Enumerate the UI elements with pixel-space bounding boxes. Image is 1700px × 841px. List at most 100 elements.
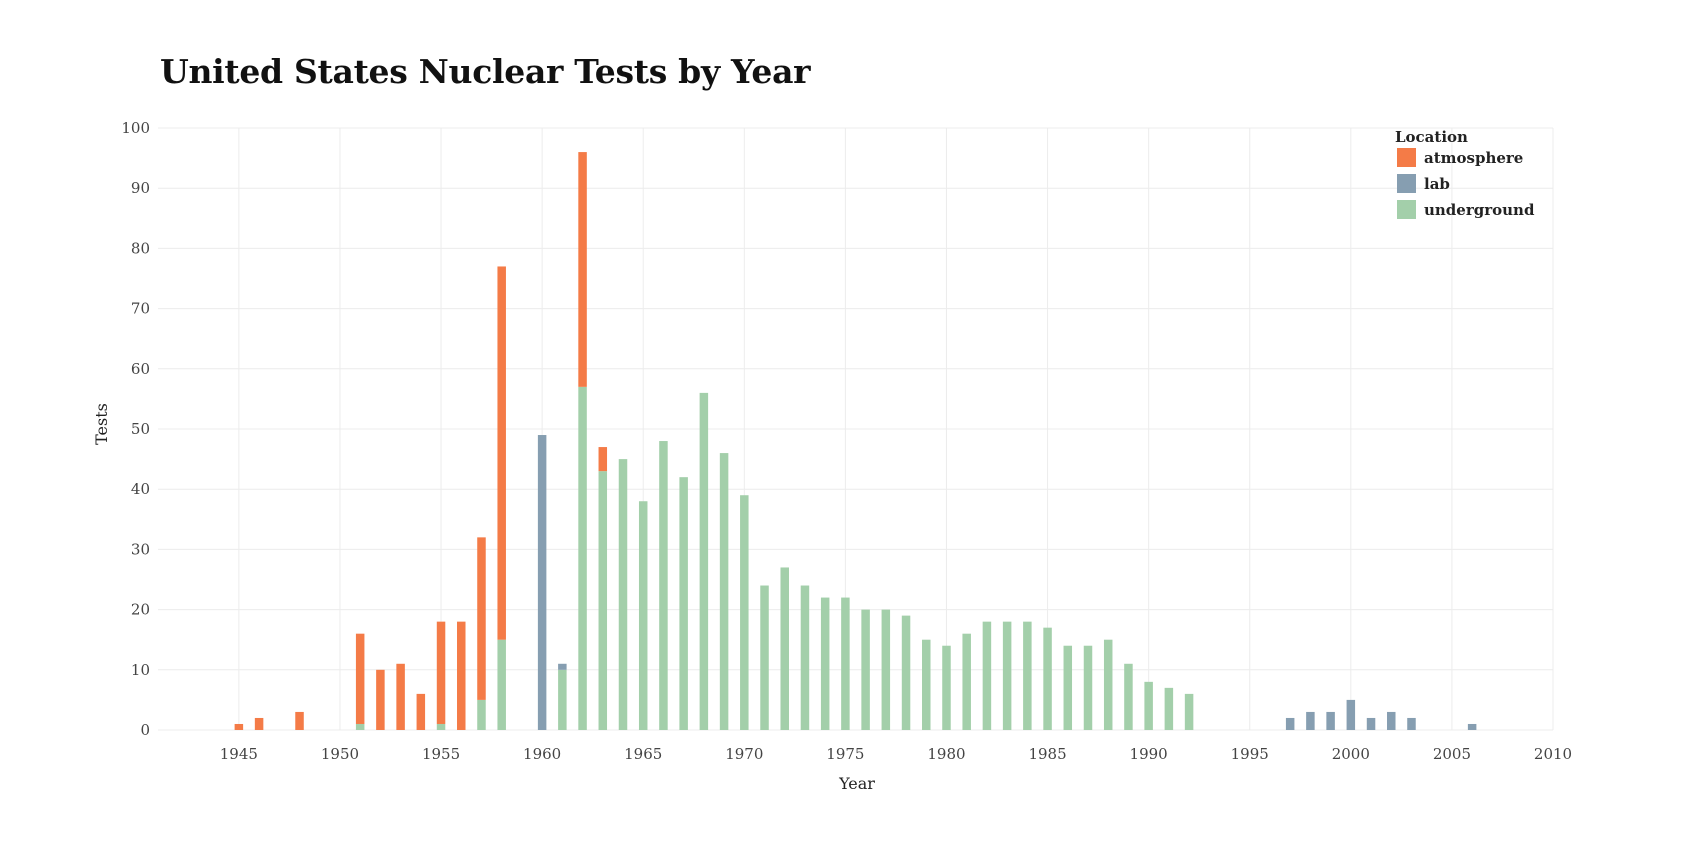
bar-underground-1983	[1002, 621, 1012, 730]
bar-underground-1977	[881, 609, 891, 730]
legend-label-lab: lab	[1424, 175, 1450, 193]
bar-underground-1984	[1023, 621, 1032, 730]
x-axis-title: Year	[838, 774, 875, 793]
legend-items: atmosphere lab underground	[1397, 148, 1535, 219]
bar-underground-1957	[477, 699, 486, 730]
bar-atmosphere-1954	[416, 693, 426, 730]
bar-underground-1987	[1083, 645, 1093, 730]
legend-swatch-atmosphere	[1397, 148, 1416, 167]
bar-underground-1978	[901, 615, 911, 730]
y-tick-label: 10	[131, 661, 150, 679]
x-tick-label: 1965	[624, 745, 662, 763]
legend-label-underground: underground	[1424, 201, 1535, 219]
bar-underground-1986	[1063, 645, 1073, 730]
x-tick-label: 1955	[422, 745, 460, 763]
bar-underground-1962	[578, 386, 587, 730]
legend-swatch-underground	[1397, 200, 1416, 219]
y-axis-title: Tests	[92, 403, 111, 445]
bar-underground-1989	[1124, 663, 1133, 730]
bar-lab-1998	[1306, 711, 1315, 730]
x-tick-label: 1950	[321, 745, 359, 763]
x-tick-label: 1975	[826, 745, 864, 763]
bar-layer	[234, 152, 1477, 730]
legend-label-atmosphere: atmosphere	[1424, 149, 1523, 167]
legend-swatch-lab	[1397, 174, 1416, 193]
bar-underground-1966	[659, 441, 668, 730]
y-tick-label: 40	[131, 480, 150, 498]
x-tick-label: 1960	[523, 745, 561, 763]
bar-underground-1985	[1043, 627, 1052, 730]
bar-underground-1958	[497, 639, 506, 730]
x-tick-label: 1945	[220, 745, 258, 763]
legend: Location atmosphere lab underground	[1395, 128, 1535, 219]
chart-title: United States Nuclear Tests by Year	[160, 52, 811, 91]
bar-underground-1991	[1164, 687, 1174, 730]
x-tick-label: 2000	[1332, 745, 1370, 763]
y-tick-label: 70	[131, 300, 150, 318]
bar-atmosphere-1958	[497, 266, 506, 640]
bar-underground-1971	[760, 585, 769, 730]
bar-lab-1961	[558, 663, 567, 670]
bar-lab-2000	[1346, 699, 1356, 730]
bar-underground-1990	[1144, 681, 1153, 730]
bar-lab-2003	[1407, 717, 1416, 730]
y-tick-label: 90	[131, 179, 150, 197]
bar-underground-1967	[679, 477, 688, 730]
x-tick-label: 2010	[1534, 745, 1572, 763]
bar-underground-1976	[861, 609, 870, 730]
bar-underground-1975	[841, 597, 850, 730]
grid-layer	[158, 127, 1554, 731]
x-tick-label: 1990	[1130, 745, 1168, 763]
bar-underground-1969	[719, 453, 729, 730]
bar-atmosphere-1956	[457, 621, 466, 730]
x-tick-label: 1995	[1231, 745, 1269, 763]
y-tick-label: 0	[140, 721, 150, 739]
bar-underground-1964	[618, 459, 628, 730]
bar-underground-1974	[820, 597, 830, 730]
bar-underground-1973	[800, 585, 810, 730]
bar-underground-1992	[1184, 693, 1194, 730]
y-tick-label: 80	[131, 239, 150, 257]
y-axis-ticks: 0 10 20 30 40 50 60 70 80 90 100	[121, 119, 150, 739]
bar-atmosphere-1963	[598, 447, 608, 472]
bar-underground-1981	[962, 633, 971, 730]
y-tick-label: 60	[131, 360, 150, 378]
bar-lab-1960	[537, 435, 547, 730]
bar-lab-1999	[1326, 711, 1335, 730]
bar-atmosphere-1948	[295, 711, 304, 730]
bar-underground-1980	[942, 645, 951, 730]
bar-atmosphere-1953	[396, 663, 405, 730]
bar-atmosphere-1945	[234, 723, 244, 730]
bar-underground-1951	[355, 723, 365, 730]
bar-underground-1961	[558, 669, 567, 730]
bar-atmosphere-1955	[436, 621, 446, 724]
bar-underground-1970	[740, 495, 749, 730]
bar-underground-1955	[436, 723, 446, 730]
bar-lab-2001	[1366, 717, 1376, 730]
y-tick-label: 100	[121, 119, 150, 137]
bar-underground-1982	[982, 621, 992, 730]
y-tick-label: 50	[131, 420, 150, 438]
bar-atmosphere-1957	[477, 537, 486, 700]
bar-lab-1997	[1285, 717, 1295, 730]
x-tick-label: 2005	[1433, 745, 1471, 763]
bar-underground-1963	[598, 471, 608, 730]
bar-underground-1968	[699, 392, 709, 730]
x-tick-label: 1985	[1028, 745, 1066, 763]
bar-lab-2006	[1467, 723, 1477, 730]
bar-atmosphere-1946	[254, 717, 264, 730]
bar-underground-1979	[922, 639, 931, 730]
y-tick-label: 20	[131, 601, 150, 619]
bar-underground-1972	[780, 567, 789, 730]
x-axis-ticks: 1945 1950 1955 1960 1965 1970 1975 1980 1985 1990…	[220, 745, 1572, 763]
legend-title: Location	[1395, 128, 1468, 146]
bar-atmosphere-1951	[355, 633, 365, 724]
x-tick-label: 1970	[725, 745, 763, 763]
bar-lab-2002	[1387, 711, 1396, 730]
x-tick-label: 1980	[927, 745, 965, 763]
bar-atmosphere-1962	[578, 152, 587, 387]
y-tick-label: 30	[131, 540, 150, 558]
bar-underground-1965	[638, 501, 648, 730]
bar-underground-1988	[1103, 639, 1113, 730]
